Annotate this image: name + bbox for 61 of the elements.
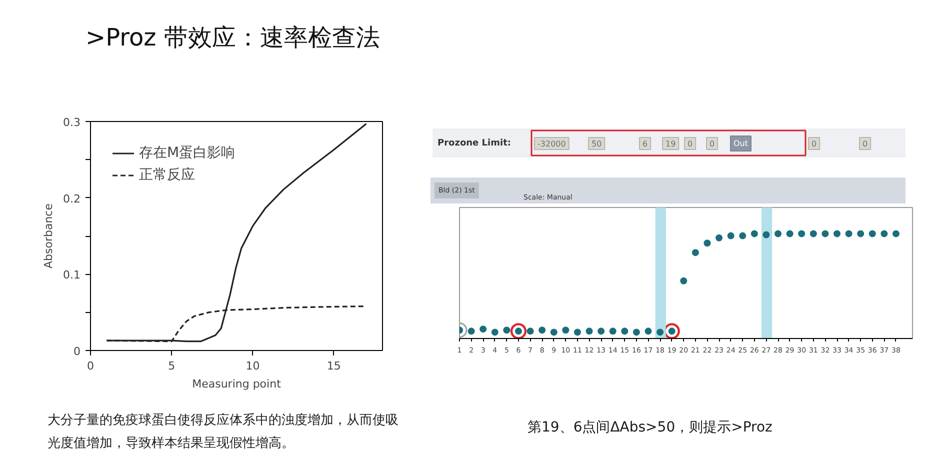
point bbox=[727, 232, 734, 240]
text: 50 bbox=[592, 140, 602, 148]
point bbox=[632, 328, 640, 336]
point bbox=[868, 230, 876, 238]
point bbox=[656, 328, 664, 336]
point bbox=[810, 230, 817, 238]
text: 第19、6点间ΔAbs>50，则提示>Proz bbox=[528, 420, 772, 436]
point bbox=[503, 326, 510, 334]
text: -32000 bbox=[538, 140, 566, 148]
text: 0 bbox=[710, 140, 715, 148]
x-axis-title: Measuring point bbox=[192, 378, 282, 390]
text: 0 bbox=[812, 140, 817, 148]
point bbox=[716, 234, 723, 242]
y-axis-title: Absorbance bbox=[42, 203, 56, 268]
y-tick-label: 0.3 bbox=[63, 116, 81, 129]
text: Out bbox=[734, 139, 748, 148]
point bbox=[598, 328, 605, 335]
point bbox=[822, 230, 829, 238]
x-tick-label: 5 bbox=[168, 360, 176, 372]
text: Prozone Limit: bbox=[438, 138, 511, 148]
point bbox=[857, 230, 864, 238]
y-tick-label: 0.1 bbox=[63, 268, 81, 282]
text: 大分子量的免疫球蛋白使得反应体系中的浊度增加，从而使吸光度值增加，导致样本结果呈现假性增高。 bbox=[48, 412, 398, 451]
point bbox=[468, 328, 475, 335]
y-tick-label: 0.2 bbox=[63, 192, 81, 206]
point bbox=[739, 232, 746, 240]
chart-title: >Proz 带效应：速率检查法 bbox=[86, 24, 380, 52]
x-tick-label: 15 bbox=[326, 360, 341, 372]
x-tick-label: 10 bbox=[246, 360, 260, 372]
point bbox=[762, 231, 770, 238]
point bbox=[774, 230, 782, 238]
point bbox=[538, 326, 546, 334]
text: 19 bbox=[666, 140, 676, 148]
point bbox=[798, 230, 806, 238]
point bbox=[574, 328, 581, 336]
point bbox=[644, 328, 652, 335]
point bbox=[692, 249, 699, 256]
text: 6 bbox=[642, 140, 648, 148]
point bbox=[680, 277, 688, 284]
point bbox=[586, 328, 593, 335]
point bbox=[562, 326, 570, 334]
point bbox=[880, 230, 888, 238]
point bbox=[845, 230, 852, 238]
point bbox=[491, 328, 498, 336]
text: 0 bbox=[688, 140, 693, 148]
legend-label: 正常反应 bbox=[139, 166, 195, 184]
point bbox=[621, 328, 628, 335]
point bbox=[526, 328, 534, 335]
text: 0 bbox=[862, 140, 868, 148]
point bbox=[704, 240, 711, 247]
point bbox=[786, 230, 794, 238]
x-tick-label: 0 bbox=[87, 360, 94, 372]
point bbox=[834, 230, 840, 238]
point bbox=[609, 328, 616, 335]
point bbox=[550, 328, 558, 336]
point bbox=[664, 323, 680, 338]
point bbox=[510, 323, 527, 338]
point bbox=[750, 230, 758, 238]
point bbox=[892, 230, 900, 238]
legend-label: 存在M蛋白影响 bbox=[139, 144, 236, 162]
point bbox=[480, 326, 487, 333]
